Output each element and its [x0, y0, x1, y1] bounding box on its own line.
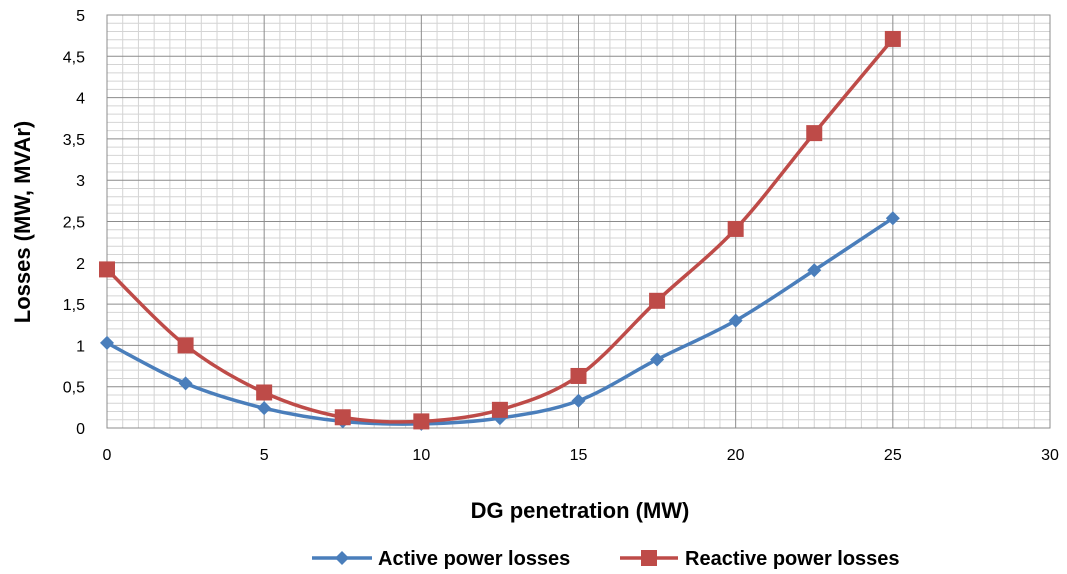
data-point-marker — [178, 376, 193, 391]
y-tick-label: 2,5 — [63, 215, 85, 232]
legend-item: Reactive power losses — [620, 548, 900, 570]
data-point-marker — [570, 367, 587, 384]
data-point-marker — [177, 337, 194, 354]
data-point-marker — [885, 211, 900, 226]
data-point-marker — [649, 292, 666, 309]
series-line — [105, 37, 895, 424]
grid-lines — [106, 14, 1051, 429]
data-point-marker — [571, 393, 586, 408]
x-tick-label: 30 — [1041, 447, 1059, 464]
y-tick-label: 0 — [76, 421, 85, 438]
data-point-marker — [413, 413, 430, 430]
plot-border — [106, 14, 1051, 429]
legend-label: Active power losses — [378, 548, 570, 570]
x-axis-title: DG penetration (MW) — [471, 498, 690, 523]
x-tick-label: 10 — [412, 447, 430, 464]
legend: Active power losses Reactive power losses — [312, 548, 900, 570]
x-tick-label: 25 — [884, 447, 902, 464]
data-point-marker — [100, 335, 114, 350]
y-axis-title: Losses (MW, MVAr) — [10, 121, 35, 324]
y-tick-label: 3,5 — [63, 132, 85, 149]
x-tick-label: 15 — [570, 447, 588, 464]
data-point-marker — [491, 401, 508, 418]
data-point-marker — [256, 384, 273, 401]
legend-label: Reactive power losses — [685, 548, 900, 570]
series-layer — [99, 30, 901, 431]
data-point-marker — [727, 220, 744, 237]
data-point-marker — [728, 313, 743, 328]
y-tick-label: 5 — [76, 8, 85, 25]
legend-swatch-marker — [335, 551, 349, 565]
legend-item: Active power losses — [312, 548, 570, 570]
x-axis-ticks: 0 5 10 15 20 25 30 — [103, 447, 1059, 464]
x-tick-label: 0 — [103, 447, 112, 464]
y-tick-label: 1 — [76, 338, 85, 355]
data-point-marker — [257, 401, 272, 416]
series-reactive-power-losses — [99, 30, 901, 430]
data-point-marker — [334, 409, 351, 426]
data-point-marker — [884, 30, 901, 47]
y-axis-ticks: 0 0,5 1 1,5 2 2,5 3 3,5 4 4,5 5 — [63, 8, 85, 438]
y-tick-label: 4 — [76, 91, 85, 108]
data-point-marker — [650, 352, 665, 367]
y-tick-label: 4,5 — [63, 49, 85, 66]
x-tick-label: 5 — [260, 447, 269, 464]
y-tick-label: 1,5 — [63, 297, 85, 314]
y-tick-label: 0,5 — [63, 380, 85, 397]
data-point-marker — [807, 263, 822, 278]
data-point-marker — [806, 125, 823, 142]
data-point-marker — [99, 261, 115, 278]
y-tick-label: 3 — [76, 173, 85, 190]
x-tick-label: 20 — [727, 447, 745, 464]
y-tick-label: 2 — [76, 256, 85, 273]
legend-swatch-marker — [641, 550, 657, 566]
